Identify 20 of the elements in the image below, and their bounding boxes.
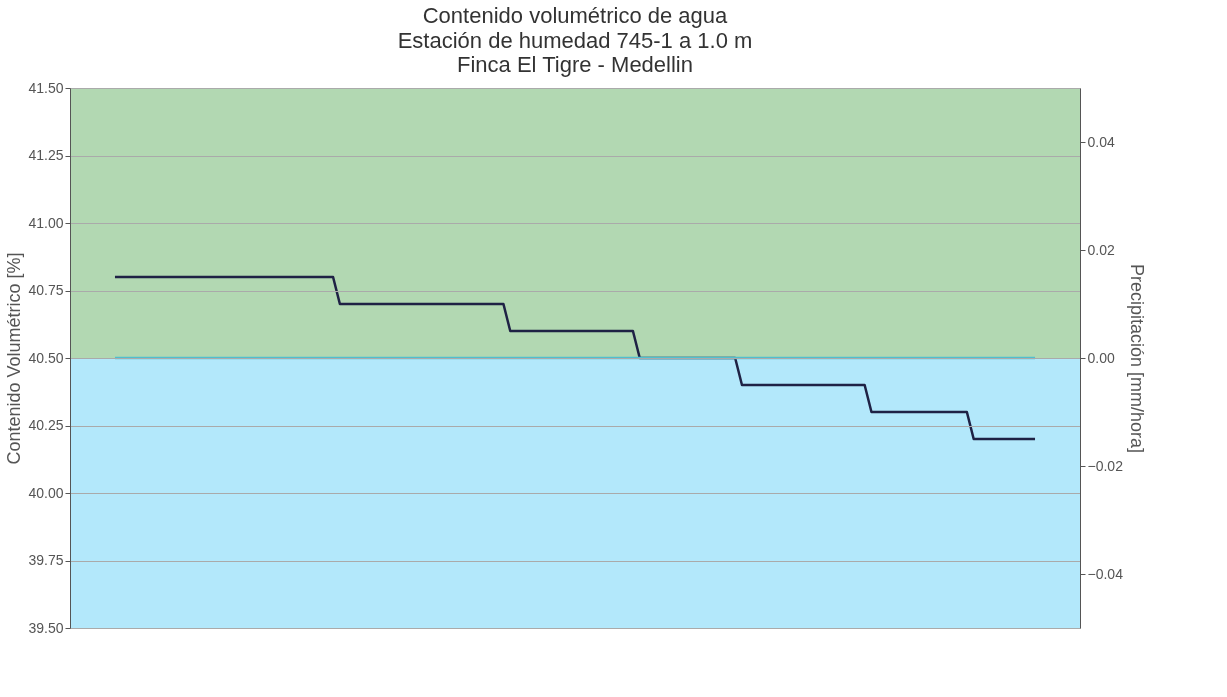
text: Finca El Tigre - Medellin <box>457 52 693 77</box>
y2-axis-title: Precipitación [mm/hora] <box>1126 263 1147 454</box>
y2-tick-label: 0.02 <box>1087 241 1115 258</box>
y-tick-label: 41.50 <box>28 79 64 96</box>
y-tick-label: 40.25 <box>28 417 64 433</box>
y-tick-label: 39.50 <box>28 619 64 636</box>
y-tick-label: 40.75 <box>28 282 64 298</box>
y2-tick-label: 0.00 <box>1087 349 1115 366</box>
y-tick-label: 39.75 <box>28 552 64 568</box>
chart-title: Contenido volumétrico de agua <box>422 3 729 28</box>
y-tick-label: 41.25 <box>28 147 64 163</box>
y2-tick-label: 0.04 <box>1087 133 1115 150</box>
line-series <box>113 275 1037 441</box>
text: Estación de humedad 745-1 a 1.0 m <box>397 28 753 53</box>
y-tick-label: 40.00 <box>28 484 64 501</box>
y2-tick-label: −0.04 <box>1087 565 1124 582</box>
y-axis-title: Contenido Volumétrico [%] <box>4 252 25 465</box>
y2-tick-label: −0.02 <box>1087 457 1124 474</box>
y-tick-label: 40.50 <box>28 349 64 366</box>
y-tick-label: 41.00 <box>28 214 64 231</box>
